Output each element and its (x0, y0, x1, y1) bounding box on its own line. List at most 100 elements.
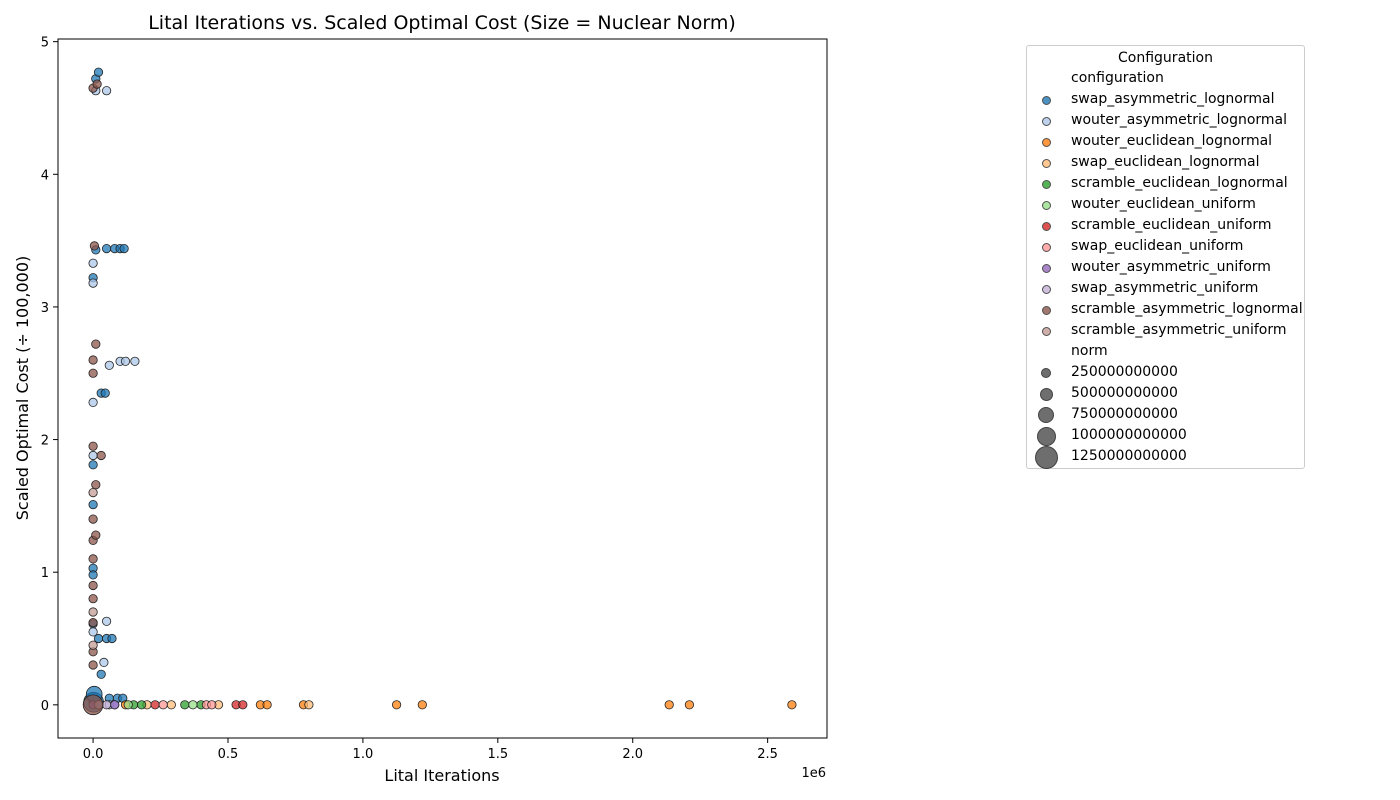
data-point-10-18 (82, 694, 104, 716)
data-point-4-0 (180, 700, 190, 710)
data-point-10-12 (88, 554, 98, 564)
data-point-11-2 (88, 640, 98, 650)
data-point-2-6 (684, 700, 695, 710)
legend-label: 750000000000 (1071, 406, 1178, 422)
data-point-0-19 (107, 633, 117, 644)
data-point-1-10 (88, 627, 98, 637)
data-point-1-7 (104, 360, 114, 370)
legend-label: norm (1071, 343, 1108, 359)
legend-entry: 250000000000 (1027, 363, 1304, 384)
y-tick-label: 1 (41, 566, 49, 581)
x-tick-label: 0.5 (218, 747, 239, 762)
legend-entry: swap_asymmetric_lognormal (1027, 90, 1304, 111)
data-point-10-17 (88, 660, 98, 670)
legend-heading: configuration (1027, 69, 1304, 90)
data-point-10-13 (88, 580, 98, 591)
data-point-10-15 (88, 617, 98, 628)
data-point-10-9 (88, 514, 98, 524)
legend-marker (1041, 221, 1051, 231)
data-point-11-0 (88, 487, 98, 498)
data-point-2-3 (391, 700, 402, 710)
legend-entry: 750000000000 (1027, 405, 1304, 426)
data-point-2-7 (787, 700, 797, 710)
legend-marker (1038, 407, 1054, 423)
legend-entry: wouter_asymmetric_lognormal (1027, 111, 1304, 132)
legend-label: wouter_euclidean_lognormal (1071, 133, 1273, 149)
y-tick-label: 2 (41, 434, 49, 449)
chart-title: Lital Iterations vs. Scaled Optimal Cost… (148, 12, 736, 34)
legend-marker (1041, 368, 1051, 378)
data-point-5-0 (188, 700, 198, 710)
legend-marker (1034, 445, 1058, 469)
legend-label: scramble_euclidean_uniform (1071, 217, 1272, 233)
legend-marker (1041, 326, 1051, 336)
data-point-10-4 (88, 355, 98, 365)
points-layer (82, 67, 797, 716)
data-point-1-1 (102, 86, 112, 96)
data-point-2-1 (262, 700, 272, 710)
legend-marker (1039, 387, 1053, 401)
legend-entry: scramble_euclidean_uniform (1027, 216, 1304, 237)
legend-label: swap_asymmetric_uniform (1071, 280, 1259, 296)
y-tick-label: 4 (41, 168, 49, 183)
y-axis-ticks: 0 1 2 3 4 5 (41, 36, 58, 714)
x-tick-label: 0.0 (83, 747, 104, 762)
data-point-0-20 (96, 669, 106, 679)
plot-frame (57, 38, 828, 739)
legend-marker (1041, 137, 1051, 147)
legend-entry: wouter_euclidean_lognormal (1027, 132, 1304, 153)
legend-marker (1036, 426, 1056, 446)
data-point-10-11 (91, 530, 101, 540)
x-axis-label: Lital Iterations (384, 766, 499, 785)
legend-label: 1250000000000 (1071, 448, 1187, 464)
legend-entry: 500000000000 (1027, 384, 1304, 405)
data-point-6-2 (150, 700, 160, 710)
legend-marker (1041, 116, 1051, 126)
data-point-1-11 (102, 616, 112, 626)
data-point-10-3 (91, 339, 101, 349)
y-axis-label: Scaled Optimal Cost (÷ 100,000) (13, 256, 32, 520)
data-point-2-4 (417, 700, 427, 710)
legend-label: scramble_asymmetric_uniform (1071, 322, 1287, 338)
data-point-1-6 (130, 356, 140, 366)
x-tick-label: 2.0 (622, 747, 643, 762)
y-tick-label: 0 (41, 699, 49, 714)
legend-entry: swap_euclidean_lognormal (1027, 153, 1304, 174)
data-point-2-5 (664, 700, 674, 710)
legend-entry: scramble_asymmetric_uniform (1027, 321, 1304, 342)
legend-marker (1041, 200, 1051, 210)
legend-entry: wouter_asymmetric_uniform (1027, 258, 1304, 279)
data-point-5-1 (123, 700, 133, 710)
data-point-1-8 (88, 397, 98, 407)
x-offset-label: 1e6 (801, 766, 826, 781)
data-point-1-5 (120, 356, 131, 366)
legend-entry: scramble_euclidean_lognormal (1027, 174, 1304, 195)
legend-label: swap_euclidean_lognormal (1071, 154, 1260, 170)
data-point-10-8 (91, 480, 101, 490)
x-tick-label: 1.5 (487, 747, 508, 762)
y-tick-label: 3 (41, 301, 49, 316)
legend-heading: norm (1027, 342, 1304, 363)
data-point-0-14 (88, 499, 98, 510)
legend-entry: swap_euclidean_uniform (1027, 237, 1304, 258)
data-point-0-16 (88, 570, 98, 580)
legend-entry: scramble_asymmetric_lognormal (1027, 300, 1304, 321)
legend-entry: swap_asymmetric_uniform (1027, 279, 1304, 300)
data-point-10-1 (92, 79, 102, 89)
data-point-4-3 (137, 700, 147, 710)
data-point-0-13 (88, 460, 98, 470)
data-point-1-12 (99, 657, 109, 668)
data-point-1-2 (88, 278, 98, 288)
legend-label: wouter_asymmetric_lognormal (1071, 112, 1288, 128)
data-point-11-1 (88, 607, 98, 617)
data-point-10-2 (89, 241, 100, 251)
legend-label: swap_asymmetric_lognormal (1071, 91, 1275, 107)
legend-marker (1041, 284, 1051, 294)
legend: Configuration configuration swap_asymmetr… (1026, 45, 1305, 469)
data-point-10-14 (88, 594, 98, 604)
data-point-0-4 (93, 67, 104, 77)
data-point-0-6 (102, 244, 112, 254)
legend-label: wouter_asymmetric_uniform (1071, 259, 1271, 275)
data-point-6-1 (238, 700, 248, 710)
